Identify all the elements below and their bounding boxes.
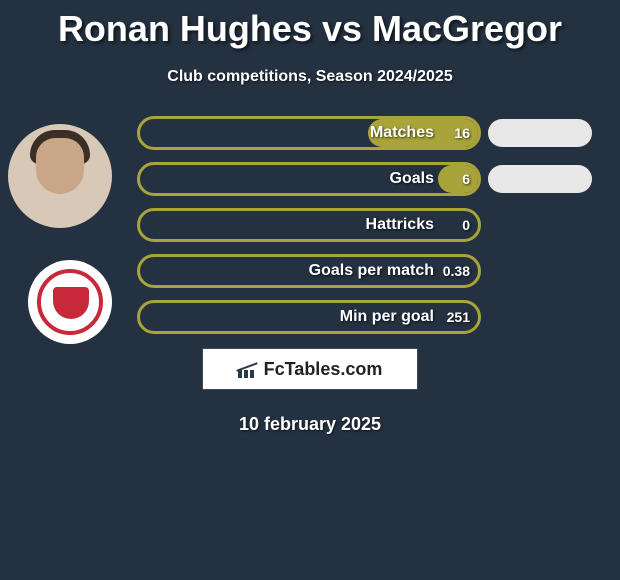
snapshot-date: 10 february 2025 (0, 414, 620, 435)
left-pill: Hattricks 0 (137, 208, 481, 242)
comparison-title: Ronan Hughes vs MacGregor (0, 0, 620, 50)
stat-label: Hattricks (140, 211, 434, 239)
stats-rows: Matches 16 Goals 6 Hattricks 0 Goals per match… (0, 116, 620, 334)
left-pill: Goals per match 0.38 (137, 254, 481, 288)
chart-icon (238, 360, 258, 378)
left-pill: Min per goal 251 (137, 300, 481, 334)
stat-label: Min per goal (140, 303, 434, 331)
stat-left-value: 16 (454, 119, 470, 147)
stat-row: Matches 16 (0, 116, 620, 150)
stat-label: Goals (140, 165, 434, 193)
left-pill: Goals 6 (137, 162, 481, 196)
stat-left-value: 6 (462, 165, 470, 193)
stat-row: Min per goal 251 (0, 300, 620, 334)
stat-label: Matches (140, 119, 434, 147)
right-pill (488, 165, 592, 193)
stat-label: Goals per match (140, 257, 434, 285)
stat-left-value: 0.38 (443, 257, 470, 285)
stat-left-value: 0 (462, 211, 470, 239)
stat-left-value: 251 (447, 303, 470, 331)
stat-row: Hattricks 0 (0, 208, 620, 242)
left-pill: Matches 16 (137, 116, 481, 150)
left-fill (438, 165, 478, 193)
logo-text: FcTables.com (264, 359, 383, 380)
stat-row: Goals per match 0.38 (0, 254, 620, 288)
fctables-logo[interactable]: FcTables.com (202, 348, 418, 390)
right-pill (488, 119, 592, 147)
stat-row: Goals 6 (0, 162, 620, 196)
comparison-subtitle: Club competitions, Season 2024/2025 (0, 68, 620, 86)
